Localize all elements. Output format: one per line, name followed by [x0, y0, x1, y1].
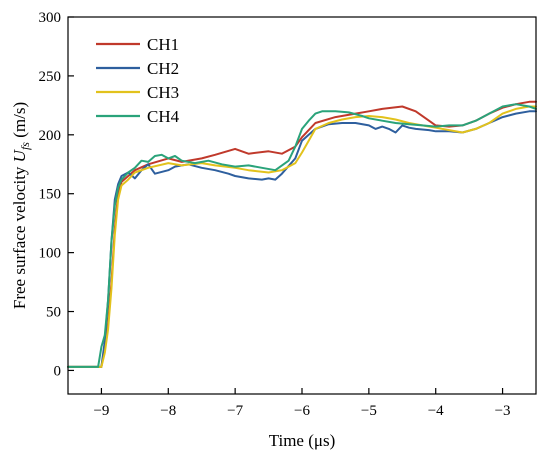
- series-layer: [67, 100, 537, 368]
- y-tick-label: 0: [54, 363, 62, 379]
- legend: CH1 CH2 CH3 CH4: [96, 35, 180, 126]
- x-axis-title: Time (μs): [269, 431, 336, 450]
- y-axis-title: Free surface velocity Ufs (m/s): [10, 102, 32, 309]
- x-tick-label: −5: [361, 403, 377, 419]
- legend-label-ch4: CH4: [147, 107, 180, 126]
- y-tick-label: 50: [46, 305, 61, 321]
- y-tick-label: 100: [39, 246, 62, 262]
- y-tick-label: 300: [39, 10, 62, 26]
- x-tick-label: −6: [294, 403, 310, 419]
- legend-label-ch2: CH2: [147, 59, 179, 78]
- y-tick-label: 250: [39, 69, 62, 85]
- x-tick-label: −4: [428, 403, 444, 419]
- x-tick-label: −3: [495, 403, 511, 419]
- series-line-ch4: [67, 103, 537, 368]
- y-axis-title-prefix: Free surface velocity: [10, 162, 29, 309]
- tick-layer: −9 −8 −7 −6 −5 −4 −3 0 50 100 150 200 250 300: [39, 10, 511, 419]
- y-axis-title-subscript: fs: [18, 142, 32, 150]
- x-tick-label: −7: [227, 403, 243, 419]
- legend-label-ch3: CH3: [147, 83, 179, 102]
- plot-frame: [67, 16, 537, 395]
- legend-label-ch1: CH1: [147, 35, 179, 54]
- series-line-ch2: [67, 110, 537, 368]
- y-tick-label: 200: [39, 128, 62, 144]
- y-tick-label: 150: [39, 187, 62, 203]
- x-tick-label: −9: [93, 403, 109, 419]
- series-line-ch3: [67, 105, 537, 368]
- y-axis-title-suffix: (m/s): [10, 102, 29, 142]
- y-axis-title-symbol: U: [10, 148, 29, 162]
- x-tick-label: −8: [160, 403, 176, 419]
